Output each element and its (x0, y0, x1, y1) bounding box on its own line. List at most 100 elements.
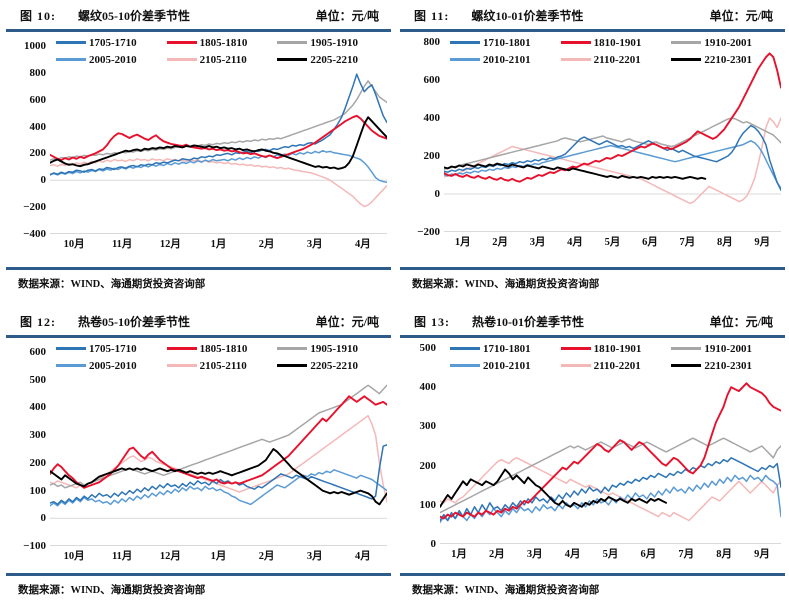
y-axis-tick-label: 800 (423, 36, 441, 48)
legend-item[interactable]: 1705-1710 (56, 343, 167, 355)
y-axis-tick-label: −400 (23, 228, 46, 240)
legend-item[interactable]: 1910-2001 (671, 37, 782, 49)
legend-item[interactable]: 2010-2101 (450, 54, 561, 66)
x-axis-tick-label: 1月 (451, 549, 467, 560)
x-axis-tick-label: 6月 (640, 549, 657, 560)
x-axis-tick-label: 10月 (63, 551, 85, 562)
legend-color-swatch (450, 41, 480, 44)
legend-item[interactable]: 2105-2110 (166, 360, 278, 372)
legend-label: 2005-2010 (89, 359, 137, 372)
y-axis-tick-label: 200 (29, 147, 47, 160)
figure-12-header-rule (6, 335, 391, 338)
x-axis: 1月 2月 3月 4月 5月 6月 7月 8月 9月 (440, 546, 781, 562)
x-axis: 10月 11月 12月 1月 2月 3月 4月 (50, 236, 387, 252)
figure-12-header: 图 12: 热卷05-10价差季节性 单位：元/吨 (4, 308, 393, 334)
legend-color-swatch (56, 347, 86, 350)
x-axis-tick-label: 11月 (111, 551, 133, 562)
plot-area (50, 352, 387, 546)
legend-item[interactable]: 2110-2201 (560, 53, 672, 66)
legend-color-swatch (166, 347, 197, 350)
y-axis-tick-label: 500 (29, 373, 47, 386)
x-axis-tick-label: 1月 (454, 237, 471, 248)
figure-11-header: 图 11: 螺纹10-01价差季节性 单位：元/吨 (398, 2, 787, 28)
legend-item[interactable]: 2005-2010 (56, 360, 167, 372)
plot-area (440, 348, 781, 544)
legend-label: 2110-2201 (593, 53, 641, 66)
legend-color-swatch (277, 364, 308, 367)
legend-label: 2110-2201 (593, 359, 641, 372)
legend-item[interactable]: 1910-2001 (671, 343, 782, 355)
x-axis-tick-label: 4月 (355, 239, 371, 250)
legend-item[interactable]: 2005-2010 (56, 54, 167, 66)
figure-12-unit: 单位：元/吨 (315, 314, 379, 329)
figure-12-source: 数据来源：WIND、海通期货投资咨询部 (18, 585, 206, 596)
figure-11-footer-rule (400, 267, 785, 270)
legend-item[interactable]: 1805-1810 (166, 36, 278, 49)
legend-label: 2010-2101 (483, 53, 531, 66)
x-axis-tick-label: 9月 (754, 549, 770, 560)
series-line (440, 457, 781, 522)
figure-12-footer-rule (6, 573, 391, 576)
legend-item[interactable]: 1710-1801 (450, 37, 561, 49)
legend-label: 1810-1901 (593, 342, 642, 355)
y-axis-tick-label: 400 (419, 381, 437, 394)
legend-item[interactable]: 2210-2301 (671, 360, 782, 372)
legend-item[interactable]: 1905-1910 (277, 343, 388, 355)
y-axis-tick-label: 0 (430, 538, 437, 550)
legend-item[interactable]: 2105-2110 (166, 54, 278, 66)
x-axis-tick-label: 3月 (306, 239, 323, 250)
chart-legend: 1705-1710 1805-1810 1905-1910 2005-2010 2105… (56, 340, 388, 374)
x-axis-tick-label: 6月 (642, 237, 658, 248)
legend-item[interactable]: 1705-1710 (56, 37, 167, 49)
legend-item[interactable]: 1805-1810 (166, 343, 278, 355)
series-line (444, 117, 781, 171)
figure-10-number: 图 10: (20, 8, 56, 23)
legend-label: 2210-2301 (704, 53, 752, 66)
figure-12-chart: 1705-1710 1805-1810 1905-1910 2005-2010 2105… (4, 338, 393, 573)
legend-item[interactable]: 2110-2201 (560, 359, 672, 372)
x-axis-tick-label: 4月 (567, 237, 583, 248)
legend-item[interactable]: 1905-1910 (277, 37, 388, 49)
series-line (444, 140, 781, 190)
legend-item[interactable]: 2210-2301 (671, 54, 782, 66)
legend-color-swatch (560, 364, 591, 367)
y-axis-tick-label: 300 (29, 429, 47, 442)
legend-item[interactable]: 2205-2210 (277, 360, 388, 372)
figure-12-title: 热卷05-10价差季节性 (78, 314, 190, 329)
legend-color-swatch (56, 364, 86, 367)
x-axis-tick-label: 5月 (602, 549, 619, 560)
legend-label: 1805-1810 (199, 36, 248, 49)
legend-item[interactable]: 1710-1801 (450, 343, 561, 355)
figure-panel-10: 图 10: 螺纹05-10价差季节性 单位：元/吨 1705-1710 1805-… (4, 2, 393, 298)
legend-item[interactable]: 2205-2210 (277, 54, 388, 66)
y-axis: 600 500 400 300 200 100 0 −100 (4, 338, 46, 573)
legend-color-swatch (671, 347, 702, 350)
figure-10-header-rule (6, 29, 391, 32)
legend-label: 1705-1710 (89, 36, 137, 49)
x-axis-tick-label: 2月 (492, 237, 509, 248)
series-line (50, 158, 387, 208)
figure-panel-11: 图 11: 螺纹10-01价差季节性 单位：元/吨 1710-1801 1810-… (398, 2, 787, 298)
legend-item[interactable]: 1810-1901 (560, 36, 672, 49)
x-axis-tick-label: 2月 (258, 551, 275, 562)
chart-legend: 1710-1801 1810-1901 1910-2001 2010-2101 2110… (450, 340, 782, 374)
figure-13-title: 热卷10-01价差季节性 (472, 314, 584, 329)
plot-area (444, 42, 781, 232)
legend-color-swatch (277, 41, 308, 44)
figure-13-chart: 1710-1801 1810-1901 1910-2001 2010-2101 2110… (398, 338, 787, 573)
y-axis-tick-label: 200 (419, 459, 437, 472)
legend-label: 1710-1801 (483, 342, 531, 355)
legend-item[interactable]: 1810-1901 (560, 342, 672, 355)
x-axis-tick-label: 9月 (754, 237, 771, 248)
legend-color-swatch (450, 58, 480, 61)
legend-color-swatch (671, 364, 702, 367)
x-axis-tick-label: 8月 (716, 549, 733, 560)
legend-color-swatch (166, 41, 197, 44)
y-axis: 500 400 300 200 100 0 (398, 338, 437, 573)
x-axis-tick-label: 3月 (529, 237, 546, 248)
legend-label: 1810-1901 (593, 36, 642, 49)
x-axis-tick-label: 1月 (210, 551, 227, 562)
series-line (50, 414, 387, 503)
series-line (444, 162, 707, 180)
legend-item[interactable]: 2010-2101 (450, 360, 561, 372)
